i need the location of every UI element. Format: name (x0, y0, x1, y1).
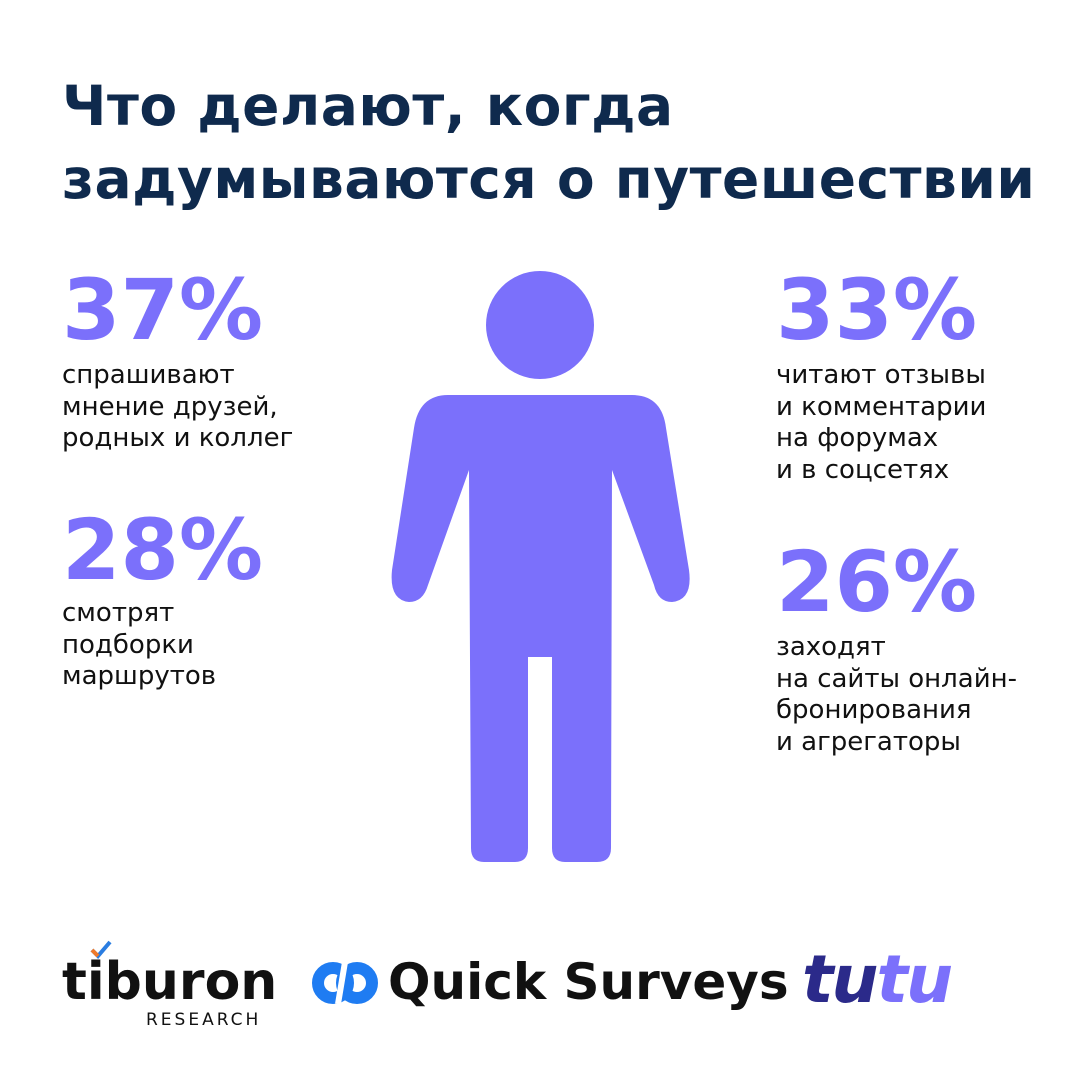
stat-line: подборки (62, 629, 194, 660)
stat-line: смотрят (62, 598, 175, 628)
person-head (486, 271, 594, 379)
stat-line: читают отзывы (776, 360, 986, 390)
tutu-part: tu (876, 941, 954, 1018)
title: Что делают, когда задумываются о путешес… (62, 70, 1035, 216)
stat-line: бронирования (776, 695, 972, 725)
stat-value: 28% (62, 501, 264, 599)
stat-line: и агрегаторы (776, 726, 961, 757)
title-line: Что делают, когда (62, 74, 674, 138)
tutu-part: tu (802, 941, 879, 1018)
quick-surveys-slash (335, 961, 348, 1005)
tiburon-logo: tiburon (62, 952, 278, 1012)
stat-line: маршрутов (62, 661, 217, 691)
stat-line: спрашивают (62, 360, 235, 390)
person-body (391, 395, 690, 862)
stat-value: 33% (776, 261, 978, 359)
tiburon-check-accent (90, 948, 100, 958)
stat-line: и в соцсетях (776, 454, 950, 485)
tutu-logo: tutu (802, 941, 954, 1018)
stat-line: заходят (776, 632, 886, 662)
stat-line: на сайты онлайн- (776, 663, 1017, 694)
stat-line: на форумах (776, 423, 939, 453)
stat-line: мнение друзей, (62, 391, 278, 422)
stat-line: родных и коллег (62, 423, 294, 453)
stat-value: 37% (62, 261, 264, 359)
stat-description: читают отзывы и комментарии на форумах и в … (776, 360, 986, 486)
title-line: задумываются о путешествии (62, 147, 1036, 211)
stat-value: 26% (776, 533, 978, 631)
stat-description: смотрят подборки маршрутов (62, 598, 216, 693)
tiburon-sub: RESEARCH (146, 1010, 262, 1030)
stat-description: заходят на сайты онлайн-бронирования и агр… (776, 632, 1017, 758)
quick-surveys-logo: Quick Surveys (388, 953, 789, 1011)
stat-description: спрашивают мнение друзей, родных и коллег (62, 360, 293, 455)
stat-line: и комментарии (776, 391, 987, 422)
